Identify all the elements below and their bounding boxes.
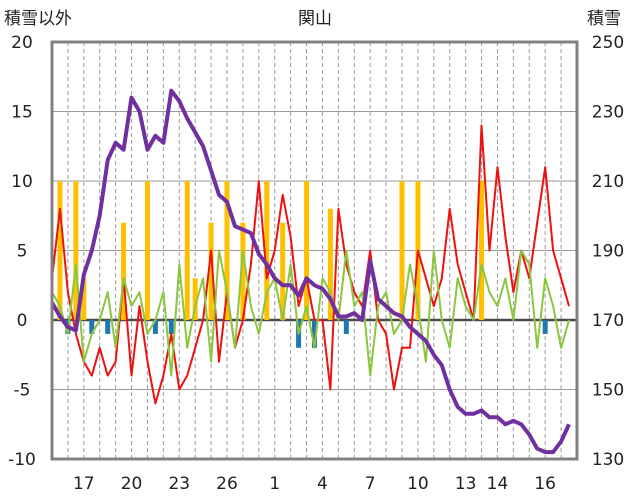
series-line [51, 124, 570, 405]
bar [184, 181, 190, 320]
right-tick-label: 130 [592, 450, 624, 470]
bar [57, 181, 63, 320]
plot-frame [50, 40, 579, 461]
bar [168, 320, 174, 334]
bar [240, 222, 246, 320]
left-tick-label: 0 [17, 311, 28, 331]
right-tick-label: 150 [592, 381, 624, 401]
x-tick-label: 4 [317, 474, 328, 494]
bar [73, 181, 79, 320]
right-tick-label: 250 [592, 33, 624, 53]
bar [121, 222, 127, 320]
bar [224, 181, 230, 320]
right-tick-label: 170 [592, 311, 624, 331]
bar [280, 222, 286, 320]
bar [327, 208, 333, 320]
x-tick-label: 23 [168, 474, 190, 494]
left-tick-label: 20 [11, 33, 33, 53]
snow-depth-line [50, 88, 571, 455]
bar [343, 320, 349, 334]
bar [81, 278, 87, 320]
series-line [51, 249, 570, 377]
x-tick-label: 13 [455, 474, 477, 494]
bar [264, 181, 270, 320]
left-tick-label: 5 [17, 242, 28, 262]
bar [542, 320, 548, 334]
chart-title: 関山 [298, 9, 332, 29]
right-tick-label: 190 [592, 242, 624, 262]
left-tick-label: 10 [11, 172, 33, 192]
right-tick-label: 230 [592, 103, 624, 123]
bar [208, 222, 214, 320]
left-axis-title: 積雪以外 [4, 9, 72, 29]
bar [399, 181, 405, 320]
bar [105, 320, 111, 334]
bar [152, 320, 158, 334]
x-tick-label: 16 [534, 474, 556, 494]
right-axis-title: 積雪 [587, 9, 621, 29]
left-tick-label: 15 [11, 103, 33, 123]
bar [144, 181, 150, 320]
left-tick-label: -10 [8, 450, 36, 470]
bar [312, 320, 317, 348]
line-series [50, 88, 571, 455]
x-tick-label: 20 [121, 474, 143, 494]
x-tick-label: 1 [269, 474, 280, 494]
bar [479, 181, 485, 320]
x-tick-label: 17 [73, 474, 95, 494]
x-tick-label: 10 [407, 474, 429, 494]
bar [304, 181, 310, 320]
x-tick-label: 14 [487, 474, 509, 494]
left-tick-label: -5 [14, 381, 31, 401]
right-tick-label: 210 [592, 172, 624, 192]
x-tick-label: 7 [365, 474, 376, 494]
x-tick-label: 26 [216, 474, 238, 494]
bar [89, 320, 95, 334]
bar [192, 278, 198, 320]
bar-series [57, 181, 548, 348]
